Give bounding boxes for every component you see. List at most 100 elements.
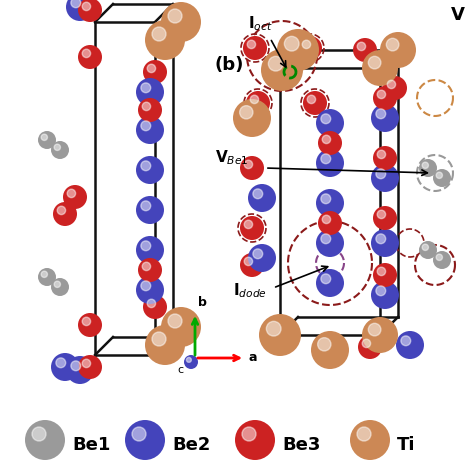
Circle shape [376, 169, 386, 179]
Circle shape [138, 258, 162, 282]
Circle shape [318, 337, 331, 351]
Circle shape [51, 141, 69, 159]
Circle shape [147, 299, 155, 308]
Circle shape [433, 251, 451, 269]
Circle shape [186, 357, 191, 362]
Circle shape [82, 49, 91, 58]
Circle shape [368, 323, 381, 336]
Circle shape [377, 210, 386, 219]
Circle shape [321, 114, 331, 124]
Circle shape [233, 99, 271, 137]
Circle shape [321, 154, 331, 164]
Circle shape [136, 276, 164, 304]
Circle shape [316, 149, 344, 177]
Circle shape [244, 257, 253, 265]
Circle shape [321, 274, 331, 284]
Circle shape [243, 36, 267, 60]
Circle shape [316, 189, 344, 217]
Circle shape [253, 189, 263, 199]
Circle shape [51, 278, 69, 296]
Text: $\mathbf{I}_{oct}$: $\mathbf{I}_{oct}$ [248, 14, 273, 33]
Circle shape [242, 427, 256, 441]
Circle shape [136, 196, 164, 224]
Circle shape [321, 234, 331, 244]
Circle shape [311, 331, 349, 369]
Circle shape [161, 307, 201, 347]
Circle shape [38, 131, 56, 149]
Circle shape [41, 134, 47, 140]
Circle shape [143, 295, 167, 319]
Circle shape [376, 234, 386, 244]
Text: $\mathbf{V}$: $\mathbf{V}$ [450, 6, 466, 24]
Circle shape [25, 420, 65, 460]
Circle shape [284, 36, 299, 51]
Circle shape [71, 0, 81, 8]
Circle shape [350, 420, 390, 460]
Circle shape [57, 206, 65, 215]
Circle shape [82, 359, 91, 368]
Circle shape [240, 253, 264, 277]
Circle shape [168, 314, 182, 328]
Circle shape [316, 229, 344, 257]
Circle shape [401, 336, 410, 346]
Circle shape [357, 427, 371, 441]
Circle shape [168, 9, 182, 23]
Circle shape [436, 172, 442, 178]
Circle shape [136, 156, 164, 184]
Circle shape [371, 104, 399, 132]
Circle shape [376, 286, 386, 296]
Circle shape [63, 185, 87, 209]
Text: Be3: Be3 [282, 436, 320, 454]
Circle shape [436, 254, 442, 260]
Circle shape [54, 144, 61, 150]
Circle shape [380, 32, 416, 68]
Circle shape [246, 91, 270, 115]
Circle shape [184, 355, 198, 369]
Circle shape [377, 90, 386, 99]
Circle shape [298, 36, 322, 60]
Circle shape [136, 116, 164, 144]
Circle shape [396, 331, 424, 359]
Circle shape [377, 150, 386, 159]
Text: b: b [198, 296, 207, 309]
Circle shape [433, 169, 451, 187]
Circle shape [377, 267, 386, 275]
Circle shape [141, 161, 151, 171]
Circle shape [136, 236, 164, 264]
Circle shape [141, 83, 151, 93]
Text: Be2: Be2 [172, 436, 210, 454]
Circle shape [141, 201, 151, 211]
Circle shape [248, 244, 276, 272]
Circle shape [371, 164, 399, 192]
Circle shape [419, 159, 437, 177]
Circle shape [38, 268, 56, 286]
Circle shape [143, 60, 167, 84]
Circle shape [145, 325, 185, 365]
Circle shape [41, 271, 47, 277]
Circle shape [316, 109, 344, 137]
Circle shape [142, 262, 151, 271]
Circle shape [66, 0, 94, 21]
Circle shape [78, 355, 102, 379]
Circle shape [247, 40, 255, 49]
Circle shape [152, 27, 166, 41]
Circle shape [362, 317, 398, 353]
Circle shape [138, 98, 162, 122]
Text: $\mathbf{I}_{dode}$: $\mathbf{I}_{dode}$ [233, 281, 267, 300]
Circle shape [56, 358, 66, 368]
Circle shape [66, 356, 94, 384]
Circle shape [371, 281, 399, 309]
Circle shape [136, 78, 164, 106]
Circle shape [125, 420, 165, 460]
Circle shape [240, 106, 253, 119]
Circle shape [78, 313, 102, 337]
Circle shape [248, 184, 276, 212]
Circle shape [145, 20, 185, 60]
Circle shape [82, 2, 91, 10]
Circle shape [141, 121, 151, 131]
Circle shape [82, 317, 91, 326]
Circle shape [244, 160, 253, 169]
Circle shape [419, 241, 437, 259]
Circle shape [152, 332, 166, 346]
Circle shape [373, 86, 397, 110]
